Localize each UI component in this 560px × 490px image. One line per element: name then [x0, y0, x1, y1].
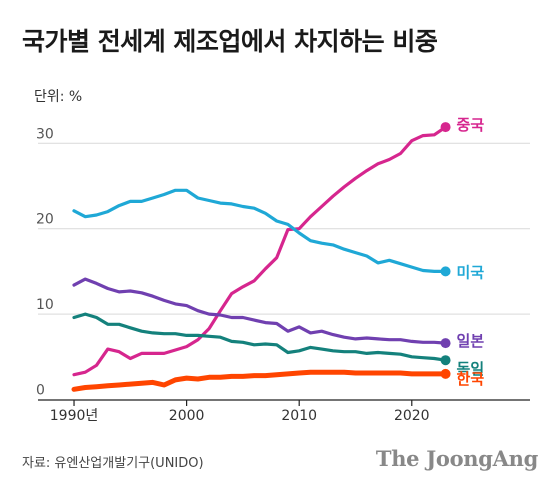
series-line: [72, 312, 448, 362]
unit-label: 단위: %: [34, 89, 83, 105]
x-tick-label: 2010: [281, 408, 317, 424]
series-end-point: [440, 338, 451, 349]
series-lines: [71, 122, 451, 392]
x-tick-label: 2020: [394, 408, 430, 424]
y-tick-label: 20: [36, 212, 54, 228]
axes: 0 10 20 30 1990년 2000 2010 2020: [36, 126, 530, 424]
series-label: 중국: [457, 116, 485, 134]
series-line: [72, 188, 448, 273]
y-tick-label: 0: [36, 383, 45, 399]
series-label: 미국: [457, 263, 485, 281]
publisher-logo: The JoongAng: [375, 446, 538, 471]
series-end-point: [440, 355, 451, 366]
source-note: 자료: 유엔산업개발기구(UNIDO): [22, 456, 204, 471]
series-line: [72, 277, 448, 345]
series-line: [72, 125, 448, 377]
x-tick-label: 1990년: [50, 408, 99, 424]
series-line: [71, 369, 449, 392]
y-tick-label: 10: [36, 297, 54, 313]
chart-title: 국가별 전세계 제조업에서 차지하는 비중: [22, 27, 438, 56]
y-tick-label: 30: [36, 126, 54, 142]
series-end-point: [440, 266, 451, 277]
series-label: 일본: [457, 332, 485, 350]
series-end-point: [440, 368, 451, 379]
gridlines: [38, 142, 530, 315]
x-tick-label: 2000: [169, 408, 205, 424]
series-end-point: [440, 122, 451, 133]
series-label: 한국: [457, 370, 485, 388]
series-label: 독일: [457, 360, 485, 378]
